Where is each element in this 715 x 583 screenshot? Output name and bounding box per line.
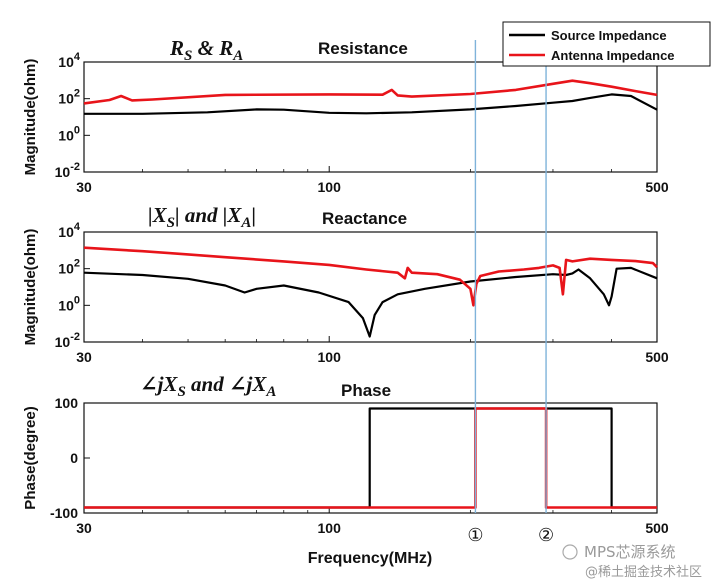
y-tick-label: 104 <box>58 51 81 70</box>
resistance-math-title: RS & RA <box>169 36 243 64</box>
panel-reactance-frame <box>83 231 658 343</box>
watermark: MPS芯源系统 @稀土掘金技术社区 <box>562 543 702 580</box>
antenna-series-line-panel3 <box>84 407 657 509</box>
x-tick-label: 30 <box>76 349 92 365</box>
y-tick-label: 10-2 <box>55 331 80 350</box>
x-tick-label: 100 <box>318 520 342 536</box>
x-tick-label: 30 <box>76 520 92 536</box>
x-tick-label: 500 <box>645 349 669 365</box>
y-tick-label: 102 <box>58 258 80 277</box>
x-axis-label: Frequency(MHz) <box>308 550 432 567</box>
y-tick-label: 104 <box>58 221 81 240</box>
legend-antenna-label: Antenna Impedance <box>551 48 675 63</box>
marker-label-2: ② <box>538 525 554 546</box>
antenna-series-line-panel1 <box>83 79 658 105</box>
phase-title: Phase <box>341 381 391 400</box>
y-tick-label: 100 <box>58 124 80 143</box>
ylabel-reactance: Magnitude(ohm) <box>22 229 39 346</box>
legend-source-label: Source Impedance <box>551 28 667 43</box>
ylabel-phase: Phase(degree) <box>22 406 39 509</box>
ylabel-resistance: Magnitude(ohm) <box>22 59 39 176</box>
watermark-line1: MPS芯源系统 <box>584 543 676 561</box>
x-tick-label: 500 <box>645 520 669 536</box>
x-tick-label: 100 <box>318 349 342 365</box>
wechat-icon <box>562 544 578 560</box>
marker-label-1: ① <box>467 525 483 546</box>
y-tick-label: 10-2 <box>55 161 80 180</box>
marker-lines <box>474 40 547 513</box>
legend: Source Impedance Antenna Impedance <box>502 21 711 67</box>
x-tick-label: 100 <box>318 179 342 195</box>
y-tick-label: 100 <box>58 294 80 313</box>
y-tick-label: 100 <box>55 395 79 411</box>
phase-math-title: ∠jXS and ∠jXA <box>140 372 276 400</box>
source-series-line-panel1 <box>84 93 658 115</box>
y-tick-label: 102 <box>58 88 80 107</box>
resistance-title: Resistance <box>318 39 408 58</box>
series-layer <box>83 79 658 509</box>
panel-resistance-frame <box>83 61 658 173</box>
y-tick-label: 0 <box>70 450 78 466</box>
x-tick-label: 30 <box>76 179 92 195</box>
source-series-line-panel2 <box>83 266 658 338</box>
watermark-line2: @稀土掘金技术社区 <box>585 564 702 580</box>
reactance-title: Reactance <box>322 209 407 228</box>
y-tick-label: -100 <box>50 505 78 521</box>
x-tick-label: 500 <box>645 179 669 195</box>
reactance-math-title: |XS| and |XA| <box>148 203 256 231</box>
